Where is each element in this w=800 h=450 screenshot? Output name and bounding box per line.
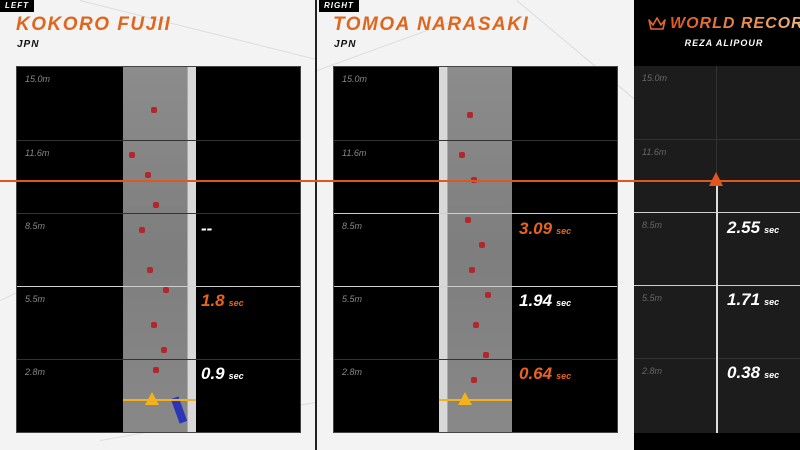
right-athlete-panel: RIGHT TOMOA NARASAKI JPN 15.0m 11.6m 8.5… [317, 0, 634, 450]
athlete-country: JPN [334, 39, 357, 50]
split-grid: 15.0m 11.6m 8.5m 5.5m 2.8m 2.55 sec 1.71 s… [634, 66, 800, 433]
split-time-8-5m: 2.55 sec [727, 218, 780, 237]
height-label: 15.0m [25, 74, 51, 84]
split-grid: 15.0m 11.6m 8.5m 5.5m 2.8m 3.09 sec 1.94 s… [333, 66, 618, 433]
height-label: 11.6m [342, 148, 367, 158]
record-holder: REZA ALIPOUR [684, 38, 764, 48]
athlete-name: TOMOA NARASAKI [333, 14, 530, 35]
height-label: 11.6m [25, 148, 50, 158]
height-label: 5.5m [25, 294, 46, 304]
split-time-2-8m: 0.38 sec [727, 363, 780, 382]
position-marker-icon [145, 392, 159, 405]
height-label: 5.5m [642, 293, 663, 303]
split-time-5-5m: 1.71 sec [727, 290, 780, 309]
height-label: 11.6m [642, 147, 667, 157]
split-time-8-5m: -- [201, 219, 213, 238]
world-record-pace-line [0, 180, 800, 182]
world-record-panel: WORLD RECORD REZA ALIPOUR 15.0m 11.6m 8.… [634, 0, 800, 450]
split-time-8-5m: 3.09 sec [519, 219, 572, 238]
world-record-title: WORLD RECORD [670, 15, 800, 33]
panel-divider [315, 0, 317, 450]
split-time-5-5m: 1.8 sec [201, 291, 244, 310]
split-time-2-8m: 0.9 sec [201, 364, 244, 383]
height-label: 2.8m [342, 367, 363, 377]
height-label: 5.5m [342, 294, 363, 304]
athlete-name: KOKORO FUJII [16, 14, 172, 35]
height-label: 15.0m [342, 74, 368, 84]
climber-video-feed [439, 67, 512, 432]
height-label: 8.5m [642, 220, 663, 230]
crown-icon [648, 17, 666, 30]
height-label: 2.8m [642, 366, 663, 376]
split-time-5-5m: 1.94 sec [519, 291, 572, 310]
world-record-marker-icon [709, 172, 723, 186]
position-marker-icon [458, 392, 472, 405]
split-time-2-8m: 0.64 sec [519, 364, 572, 383]
height-label: 8.5m [342, 221, 363, 231]
left-athlete-panel: LEFT KOKORO FUJII JPN 15.0m 11.6m 8.5m 5… [0, 0, 316, 450]
split-grid: 15.0m 11.6m 8.5m 5.5m 2.8m -- 1.8 sec 0.9… [16, 66, 301, 433]
lane-tag: LEFT [0, 0, 34, 12]
athlete-country: JPN [17, 39, 40, 50]
lane-tag: RIGHT [319, 0, 359, 12]
height-label: 15.0m [642, 73, 668, 83]
climber-video-feed [123, 67, 196, 432]
height-label: 8.5m [25, 221, 46, 231]
height-label: 2.8m [25, 367, 46, 377]
